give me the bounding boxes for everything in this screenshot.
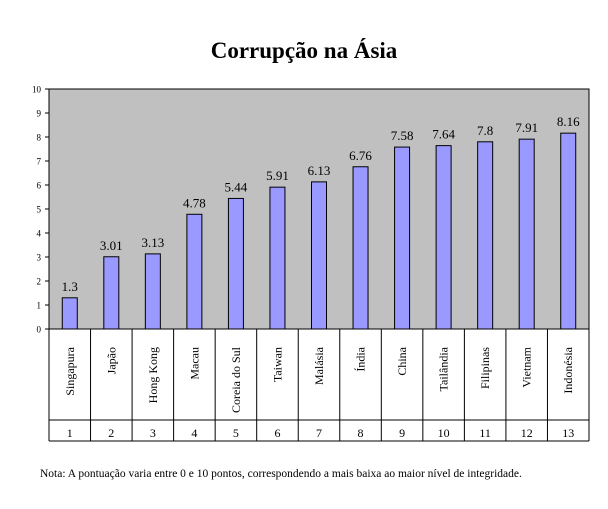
data-label: 7.8: [477, 123, 493, 138]
bar: [435, 145, 452, 330]
x-tick-label: China: [395, 346, 409, 375]
bar: [61, 297, 78, 330]
x-tick-label: Tailândia: [437, 346, 451, 391]
x-tick-label: Índia: [354, 346, 368, 371]
data-label: 6.13: [308, 163, 331, 178]
bar: [352, 166, 369, 330]
chart-title: Corrupção na Ásia: [210, 38, 398, 63]
data-label: 7.58: [391, 128, 414, 143]
data-label: 4.78: [183, 195, 206, 210]
data-label: 1.3: [62, 279, 78, 294]
rank-label: 10: [438, 426, 450, 440]
y-tick-label: 2: [37, 277, 42, 287]
bar: [227, 197, 244, 330]
x-tick-label: Taiwan: [270, 347, 284, 382]
x-tick-label: Malásia: [312, 346, 326, 385]
y-tick-label: 1: [37, 301, 42, 311]
rank-label: 13: [562, 426, 574, 440]
y-tick-label: 8: [37, 133, 42, 143]
bar: [186, 213, 203, 330]
y-tick-label: 0: [37, 325, 42, 335]
y-tick-label: 7: [37, 157, 42, 167]
x-tick-label: Japão: [104, 347, 118, 374]
rank-label: 9: [399, 426, 405, 440]
rank-label: 7: [316, 426, 322, 440]
data-label: 6.76: [349, 148, 372, 163]
bar: [269, 186, 286, 330]
data-label: 7.91: [515, 120, 538, 135]
data-label: 3.13: [141, 235, 164, 250]
rank-label: 11: [479, 426, 491, 440]
data-label: 3.01: [100, 238, 123, 253]
x-tick-label: Macau: [187, 347, 201, 380]
bar: [518, 138, 535, 330]
y-tick-label: 9: [37, 109, 42, 119]
data-label: 5.44: [225, 179, 248, 194]
rank-label: 12: [521, 426, 533, 440]
x-tick-label: Hong Kong: [146, 347, 160, 403]
rank-label: 6: [274, 426, 280, 440]
bar: [144, 253, 161, 330]
rank-label: 8: [358, 426, 364, 440]
bar: [560, 132, 577, 330]
rank-label: 3: [150, 426, 156, 440]
y-tick-label: 3: [37, 253, 42, 263]
x-tick-label: Coreia do Sul: [229, 346, 243, 413]
y-tick-label: 5: [37, 205, 42, 215]
y-tick-label: 10: [32, 85, 42, 95]
bar: [311, 181, 327, 330]
y-tick-label: 6: [37, 181, 42, 191]
x-tick-label: Vietnam: [520, 346, 534, 387]
data-label: 8.16: [557, 114, 580, 129]
data-label: 5.91: [266, 168, 289, 183]
rank-label: 5: [233, 426, 239, 440]
x-tick-label: Filipinas: [478, 347, 492, 389]
rank-label: 4: [191, 426, 197, 440]
rank-label: 1: [67, 426, 73, 440]
rank-label: 2: [108, 426, 114, 440]
data-label: 7.64: [432, 127, 455, 142]
y-tick-label: 4: [37, 229, 42, 239]
bar: [477, 141, 494, 330]
x-tick-label: Singapura: [63, 346, 77, 395]
bar: [394, 146, 411, 330]
chart-note: Nota: A pontuação varia entre 0 e 10 pon…: [40, 468, 522, 480]
bar: [103, 256, 120, 330]
x-tick-label: Indonésia: [561, 346, 575, 393]
